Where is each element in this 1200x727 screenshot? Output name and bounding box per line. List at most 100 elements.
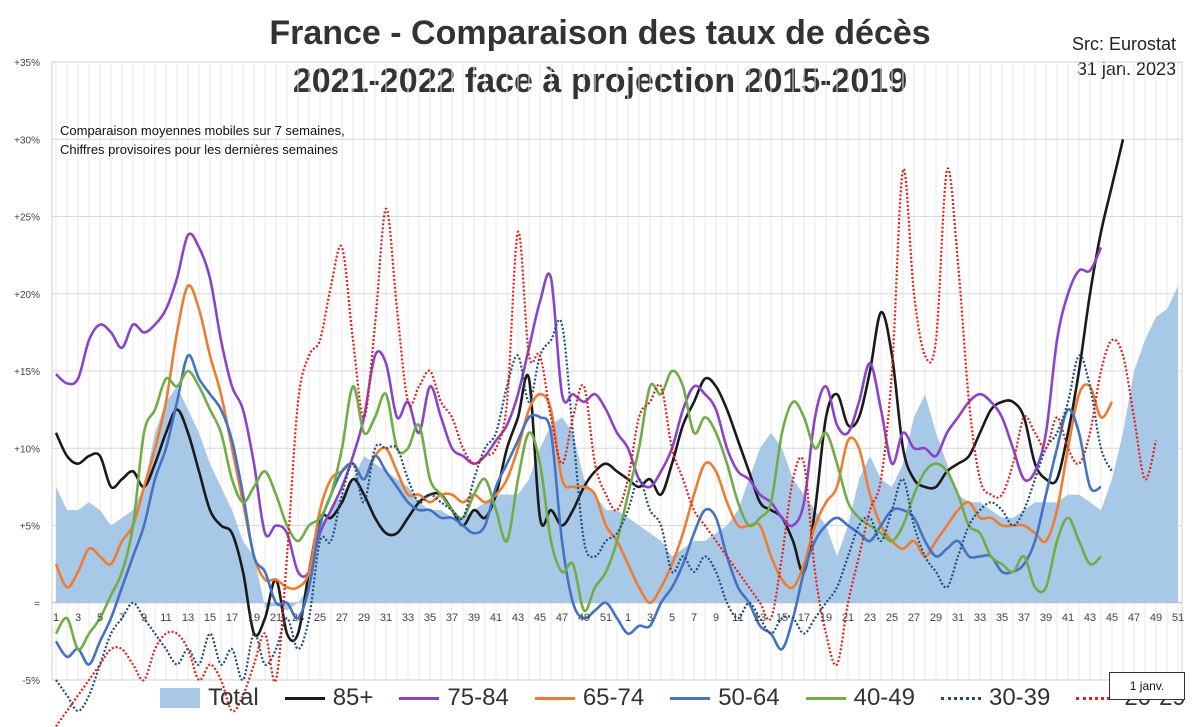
legend-swatch: [805, 696, 846, 700]
x-tick-label: 15: [204, 612, 216, 624]
x-tick-label: 47: [556, 612, 568, 624]
source-date: 31 jan. 2023: [1076, 59, 1176, 79]
x-tick-label: 1: [625, 612, 631, 624]
x-tick-label: 17: [798, 612, 810, 624]
x-tick-label: 49: [578, 612, 590, 624]
legend-label: 75-84: [447, 684, 509, 711]
legend-item: 85+: [284, 684, 374, 712]
x-tick-label: 7: [691, 612, 697, 624]
x-tick-label: 19: [820, 612, 832, 624]
x-tick-label: 41: [490, 612, 502, 624]
x-tick-label: 21: [842, 612, 854, 624]
y-tick-label: =: [34, 599, 40, 610]
series-area-total: [56, 286, 1178, 611]
x-tick-label: 51: [600, 612, 612, 624]
x-tick-label: 21: [270, 612, 282, 624]
legend-item: 50-64: [670, 684, 780, 712]
x-tick-label: 5: [97, 612, 103, 624]
x-tick-label: 25: [314, 612, 326, 624]
x-tick-label: 37: [446, 612, 458, 624]
x-tick-label: 25: [886, 612, 898, 624]
chart-note-line-1: Comparaison moyennes mobiles sur 7 semai…: [60, 123, 345, 138]
x-tick-label: 45: [534, 612, 546, 624]
y-tick-label: +15%: [14, 367, 40, 378]
year-marker-label: 1 janv.: [1109, 672, 1185, 700]
x-tick-label: 19: [248, 612, 260, 624]
x-tick-label: 15: [776, 612, 788, 624]
x-tick-label: 39: [468, 612, 480, 624]
legend-label: 65-74: [582, 684, 645, 711]
x-tick-label: 51: [1172, 612, 1184, 624]
series-line-65-74: [54, 284, 1114, 605]
x-tick-label: 43: [1084, 612, 1096, 624]
x-tick-label: 3: [647, 612, 653, 624]
x-tick-label: 23: [292, 612, 304, 624]
y-tick-label: +10%: [14, 444, 40, 455]
x-tick-label: 9: [713, 612, 719, 624]
chart-title-line-2: 2021-2022 face à projection 2015-2019: [292, 62, 908, 100]
x-tick-label: 13: [754, 612, 766, 624]
x-tick-label: 17: [226, 612, 238, 624]
legend-label: 50-64: [718, 684, 780, 711]
x-tick-label: 5: [669, 612, 675, 624]
series-line-20-29: [55, 167, 1158, 727]
legend-swatch: [534, 696, 575, 700]
x-tick-label: 11: [160, 612, 171, 624]
series-line-40-49: [54, 369, 1102, 651]
x-tick-label: 39: [1040, 612, 1052, 624]
legend-swatch: [940, 696, 981, 700]
y-tick-label: +20%: [14, 290, 40, 301]
legend-swatch: [670, 696, 711, 700]
x-tick-label: 27: [908, 612, 920, 624]
legend-item: 75-84: [399, 684, 509, 712]
x-axis: 1 3 5 7 9 11 13 15 17 19 21 23 25 27 29 31 33 35 37 39 41 43 4…: [53, 612, 1184, 624]
x-tick-label: 43: [512, 612, 524, 624]
x-tick-label: 7: [119, 612, 125, 624]
plot-border: [51, 61, 1183, 681]
y-axis: +35% +30% +25% +20% +15% +10% +5% = -5%: [14, 58, 40, 687]
legend-swatch: [160, 688, 200, 708]
legend-item: 40-49: [805, 684, 915, 712]
legend-label: Total: [208, 684, 259, 711]
y-tick-label: +25%: [14, 213, 40, 224]
chart-note-line-2: Chiffres provisoires pour les dernières …: [60, 142, 338, 157]
y-tick-label: +35%: [14, 58, 40, 69]
y-tick-label: +30%: [14, 135, 40, 146]
x-tick-label: 49: [1150, 612, 1162, 624]
x-tick-label: 33: [974, 612, 986, 624]
x-tick-label: 9: [141, 612, 147, 624]
x-tick-label: 1: [53, 612, 59, 624]
x-tick-label: 35: [424, 612, 436, 624]
x-tick-label: 3: [75, 612, 81, 624]
x-tick-label: 41: [1062, 612, 1074, 624]
legend-swatch: [399, 696, 440, 700]
y-tick-label: +5%: [20, 522, 40, 533]
source-label: Src: Eurostat: [1071, 34, 1176, 54]
series-line-50-64: [54, 353, 1102, 666]
legend-item: 65-74: [534, 684, 645, 712]
legend-label: 40-49: [853, 684, 915, 711]
series-line-85: [54, 139, 1125, 643]
legend-item: Total: [160, 684, 259, 712]
series-line-30-39: [55, 318, 1113, 712]
chart-title-line-1: France - Comparaison des taux de décès: [269, 14, 931, 52]
x-tick-label: 35: [996, 612, 1008, 624]
legend-label: 30-39: [988, 684, 1051, 711]
x-tick-label: 33: [402, 612, 414, 624]
x-tick-label: 29: [358, 612, 370, 624]
x-tick-label: 27: [336, 612, 348, 624]
x-tick-label: 45: [1106, 612, 1118, 624]
y-tick-label: -5%: [22, 676, 40, 687]
x-tick-label: 31: [380, 612, 392, 624]
x-tick-label: 29: [930, 612, 942, 624]
x-tick-label: 11: [732, 612, 743, 624]
legend-swatch: [284, 696, 325, 700]
x-tick-label: 23: [864, 612, 876, 624]
legend-swatch: [1076, 696, 1117, 700]
legend-label: 85+: [332, 684, 374, 711]
chart-series: [54, 139, 1178, 727]
x-tick-label: 47: [1128, 612, 1140, 624]
x-tick-label: 31: [952, 612, 964, 624]
